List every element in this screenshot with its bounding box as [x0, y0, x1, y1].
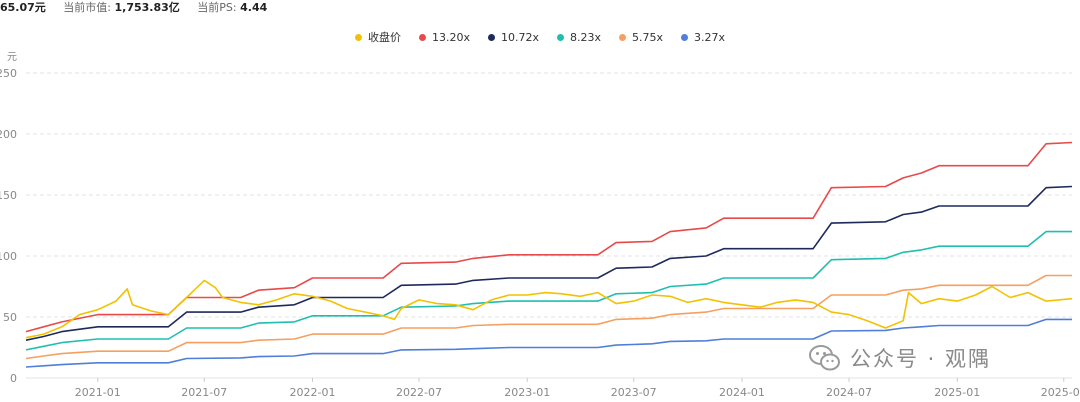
x-tick-label: 2022-01	[290, 386, 336, 399]
legend-label: 10.72x	[500, 30, 539, 44]
legend-item[interactable]: 收盘价	[354, 29, 401, 45]
y-tick-label: 100	[0, 250, 17, 263]
legend-item[interactable]: 5.75x	[619, 31, 663, 44]
wechat-icon	[809, 345, 840, 371]
legend-item[interactable]: 8.23x	[556, 30, 601, 44]
series-line-10.72x	[25, 185, 1073, 341]
summary-bar: 65.07元 当前市值: 1,753.83亿 当前PS: 4.44	[0, 0, 1080, 18]
legend-dot-icon	[354, 33, 362, 41]
x-tick-label: 2025-07	[1041, 386, 1080, 399]
legend-dot-icon	[619, 33, 626, 41]
legend-item[interactable]: 3.27x	[681, 31, 725, 44]
x-tick-label: 2024-07	[826, 386, 872, 399]
chart-legend: 收盘价 13.20x 10.72x 8.23x 5.75x 3.27x	[0, 28, 1080, 46]
x-tick-label: 2023-01	[504, 386, 550, 399]
y-tick-label: 200	[0, 128, 17, 141]
watermark-text: 公众号 · 观隅	[850, 347, 992, 371]
x-tick-label: 2024-01	[719, 386, 765, 399]
y-tick-label: 0	[10, 372, 17, 385]
x-tick-label: 2021-07	[181, 386, 227, 399]
y-tick-label: 150	[0, 189, 17, 202]
legend-item[interactable]: 13.20x	[418, 30, 470, 44]
current-price: 65.07元	[0, 1, 46, 14]
x-tick-label: 2022-07	[396, 386, 442, 399]
legend-label: 3.27x	[694, 30, 726, 44]
series-line-13.20x	[25, 141, 1073, 333]
legend-item[interactable]: 10.72x	[487, 30, 539, 44]
y-tick-label: 250	[0, 67, 17, 80]
market-cap-value: 1,753.83亿	[114, 1, 180, 14]
legend-dot-icon	[681, 33, 689, 41]
watermark: 公众号 · 观隅	[808, 340, 991, 376]
legend-label: 收盘价	[367, 31, 401, 44]
ps-value: 4.44	[240, 1, 268, 14]
series-line-3.27x	[25, 318, 1072, 368]
legend-dot-icon	[487, 33, 495, 41]
y-axis-label: 元	[7, 52, 17, 63]
series-line-5.75x	[25, 274, 1072, 360]
legend-label: 5.75x	[632, 30, 664, 44]
x-tick-label: 2021-01	[75, 386, 121, 399]
legend-dot-icon	[418, 33, 426, 41]
ps-label: 当前PS:	[197, 1, 237, 14]
legend-label: 13.20x	[431, 30, 470, 44]
legend-label: 8.23x	[569, 30, 601, 44]
series-line-收盘价	[25, 279, 1073, 339]
market-cap-label: 当前市值:	[63, 1, 112, 14]
series-line-8.23x	[25, 230, 1072, 351]
y-tick-label: 50	[3, 311, 17, 324]
x-tick-label: 2023-07	[611, 386, 657, 399]
x-tick-label: 2025-01	[934, 386, 980, 399]
legend-dot-icon	[556, 33, 564, 41]
